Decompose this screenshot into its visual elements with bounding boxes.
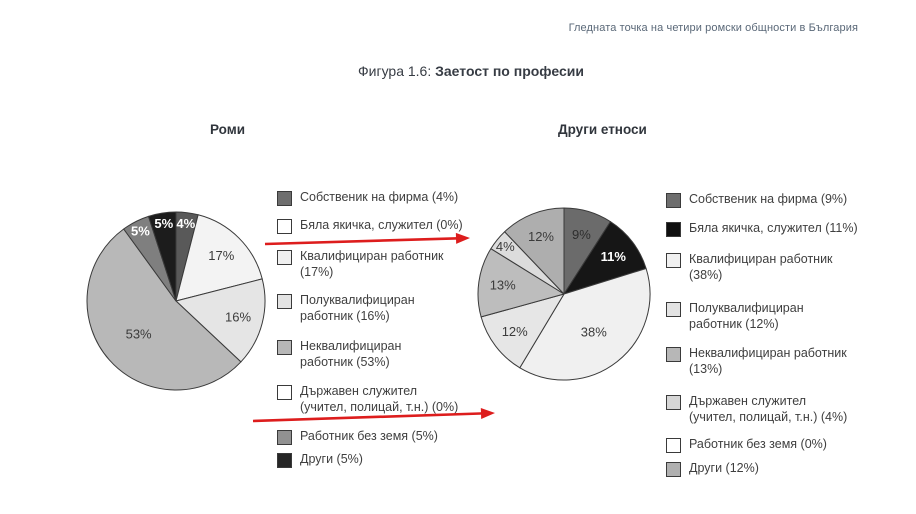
legend-swatch	[666, 302, 681, 317]
legend-label: Полуквалифициран работник (12%)	[689, 301, 804, 331]
legend-label: Работник без земя (5%)	[300, 429, 438, 443]
legend-swatch	[666, 222, 681, 237]
pie-chart-roma: 4% 17% 16% 53% 5% 5%	[86, 211, 266, 391]
legend-swatch	[277, 250, 292, 265]
pie-slice-label: 5%	[154, 216, 173, 231]
legend-item: Държавен служител (учител, полицай, т.н.…	[277, 384, 458, 415]
legend-item: Полуквалифициран работник (16%)	[277, 293, 415, 324]
legend-item: Бяла якичка, служител (0%)	[277, 218, 463, 234]
legend-label: Квалифициран работник (38%)	[689, 252, 833, 282]
legend-item: Квалифициран работник (17%)	[277, 249, 444, 280]
legend-label: Собственик на фирма (9%)	[689, 192, 848, 206]
legend-label: Бяла якичка, служител (11%)	[689, 221, 858, 235]
pie-slice	[175, 278, 266, 363]
figure-title-text: Заетост по професии	[435, 63, 584, 79]
legend-swatch	[666, 438, 681, 453]
legend-swatch	[666, 462, 681, 477]
legend-label: Бяла якичка, служител (0%)	[300, 218, 463, 232]
chart-title-other-ethnicities: Други етноси	[558, 122, 647, 137]
pie-slice-label: 4%	[176, 216, 195, 231]
legend-swatch	[277, 191, 292, 206]
running-header: Гледната точка на четири ромски общности…	[568, 22, 858, 34]
figure-label: Фигура 1.6:	[358, 63, 432, 79]
legend-label: Работник без земя (0%)	[689, 437, 827, 451]
figure-caption: Фигура 1.6: Заетост по професии	[26, 63, 916, 79]
legend-swatch	[277, 294, 292, 309]
legend-swatch	[666, 193, 681, 208]
pie-slice-label: 13%	[490, 278, 516, 293]
pie-slice	[86, 228, 242, 391]
legend-item: Други (5%)	[277, 452, 363, 468]
legend-roma: Собственик на фирма (4%) Бяла якичка, слу…	[277, 0, 477, 514]
legend-other-ethnicities: Собственик на фирма (9%) Бяла якичка, слу…	[666, 0, 866, 514]
pie-slice-label: 16%	[225, 309, 251, 324]
legend-label: Други (5%)	[300, 452, 363, 466]
legend-item: Други (12%)	[666, 461, 759, 477]
legend-item: Квалифициран работник (38%)	[666, 252, 833, 283]
pie-slice-label: 4%	[496, 239, 515, 254]
chart-title-roma: Роми	[210, 122, 246, 137]
legend-swatch	[277, 430, 292, 445]
legend-swatch	[666, 253, 681, 268]
red-arrow-head	[480, 407, 495, 419]
legend-item: Работник без земя (0%)	[666, 437, 827, 453]
pie-slice-label: 9%	[572, 227, 591, 242]
pie-slice-label: 11%	[601, 249, 627, 264]
legend-item: Неквалифициран работник (53%)	[277, 339, 401, 370]
legend-item: Собственик на фирма (9%)	[666, 192, 847, 208]
legend-swatch	[277, 453, 292, 468]
pie-slice-label: 12%	[502, 324, 528, 339]
legend-label: Квалифициран работник (17%)	[300, 249, 444, 279]
pie-chart-other-ethnicities: 9% 11% 38% 12% 13% 4% 12%	[477, 207, 651, 381]
pie-slice-label: 38%	[581, 324, 607, 339]
legend-item: Полуквалифициран работник (12%)	[666, 301, 804, 332]
pie-slice	[480, 293, 565, 369]
pie-slice	[504, 207, 565, 295]
legend-label: Собственик на фирма (4%)	[300, 190, 459, 204]
legend-label: Неквалифициран работник (13%)	[689, 346, 847, 376]
legend-swatch	[277, 340, 292, 355]
legend-label: Други (12%)	[689, 461, 759, 475]
pie-slice-label: 5%	[131, 224, 150, 239]
pie-slice	[175, 214, 263, 302]
pie-slice-label: 12%	[528, 229, 554, 244]
legend-swatch	[277, 385, 292, 400]
legend-item: Собственик на фирма (4%)	[277, 190, 458, 206]
pie-slice-label: 17%	[208, 248, 234, 263]
legend-label: Държавен служител (учител, полицай, т.н.…	[689, 394, 848, 424]
legend-label: Държавен служител (учител, полицай, т.н.…	[300, 384, 459, 414]
legend-label: Неквалифициран работник (53%)	[300, 339, 402, 369]
pie-slice	[147, 211, 177, 302]
legend-item: Бяла якичка, служител (11%)	[666, 221, 858, 237]
pie-slice	[519, 267, 651, 381]
legend-label: Полуквалифициран работник (16%)	[300, 293, 415, 323]
pie-slice	[477, 248, 565, 318]
legend-item: Работник без земя (5%)	[277, 429, 438, 445]
legend-swatch	[277, 219, 292, 234]
legend-swatch	[666, 395, 681, 410]
legend-item: Неквалифициран работник (13%)	[666, 346, 847, 377]
legend-item: Държавен служител (учител, полицай, т.н.…	[666, 394, 847, 425]
pie-slice-label: 53%	[126, 326, 152, 341]
legend-swatch	[666, 347, 681, 362]
